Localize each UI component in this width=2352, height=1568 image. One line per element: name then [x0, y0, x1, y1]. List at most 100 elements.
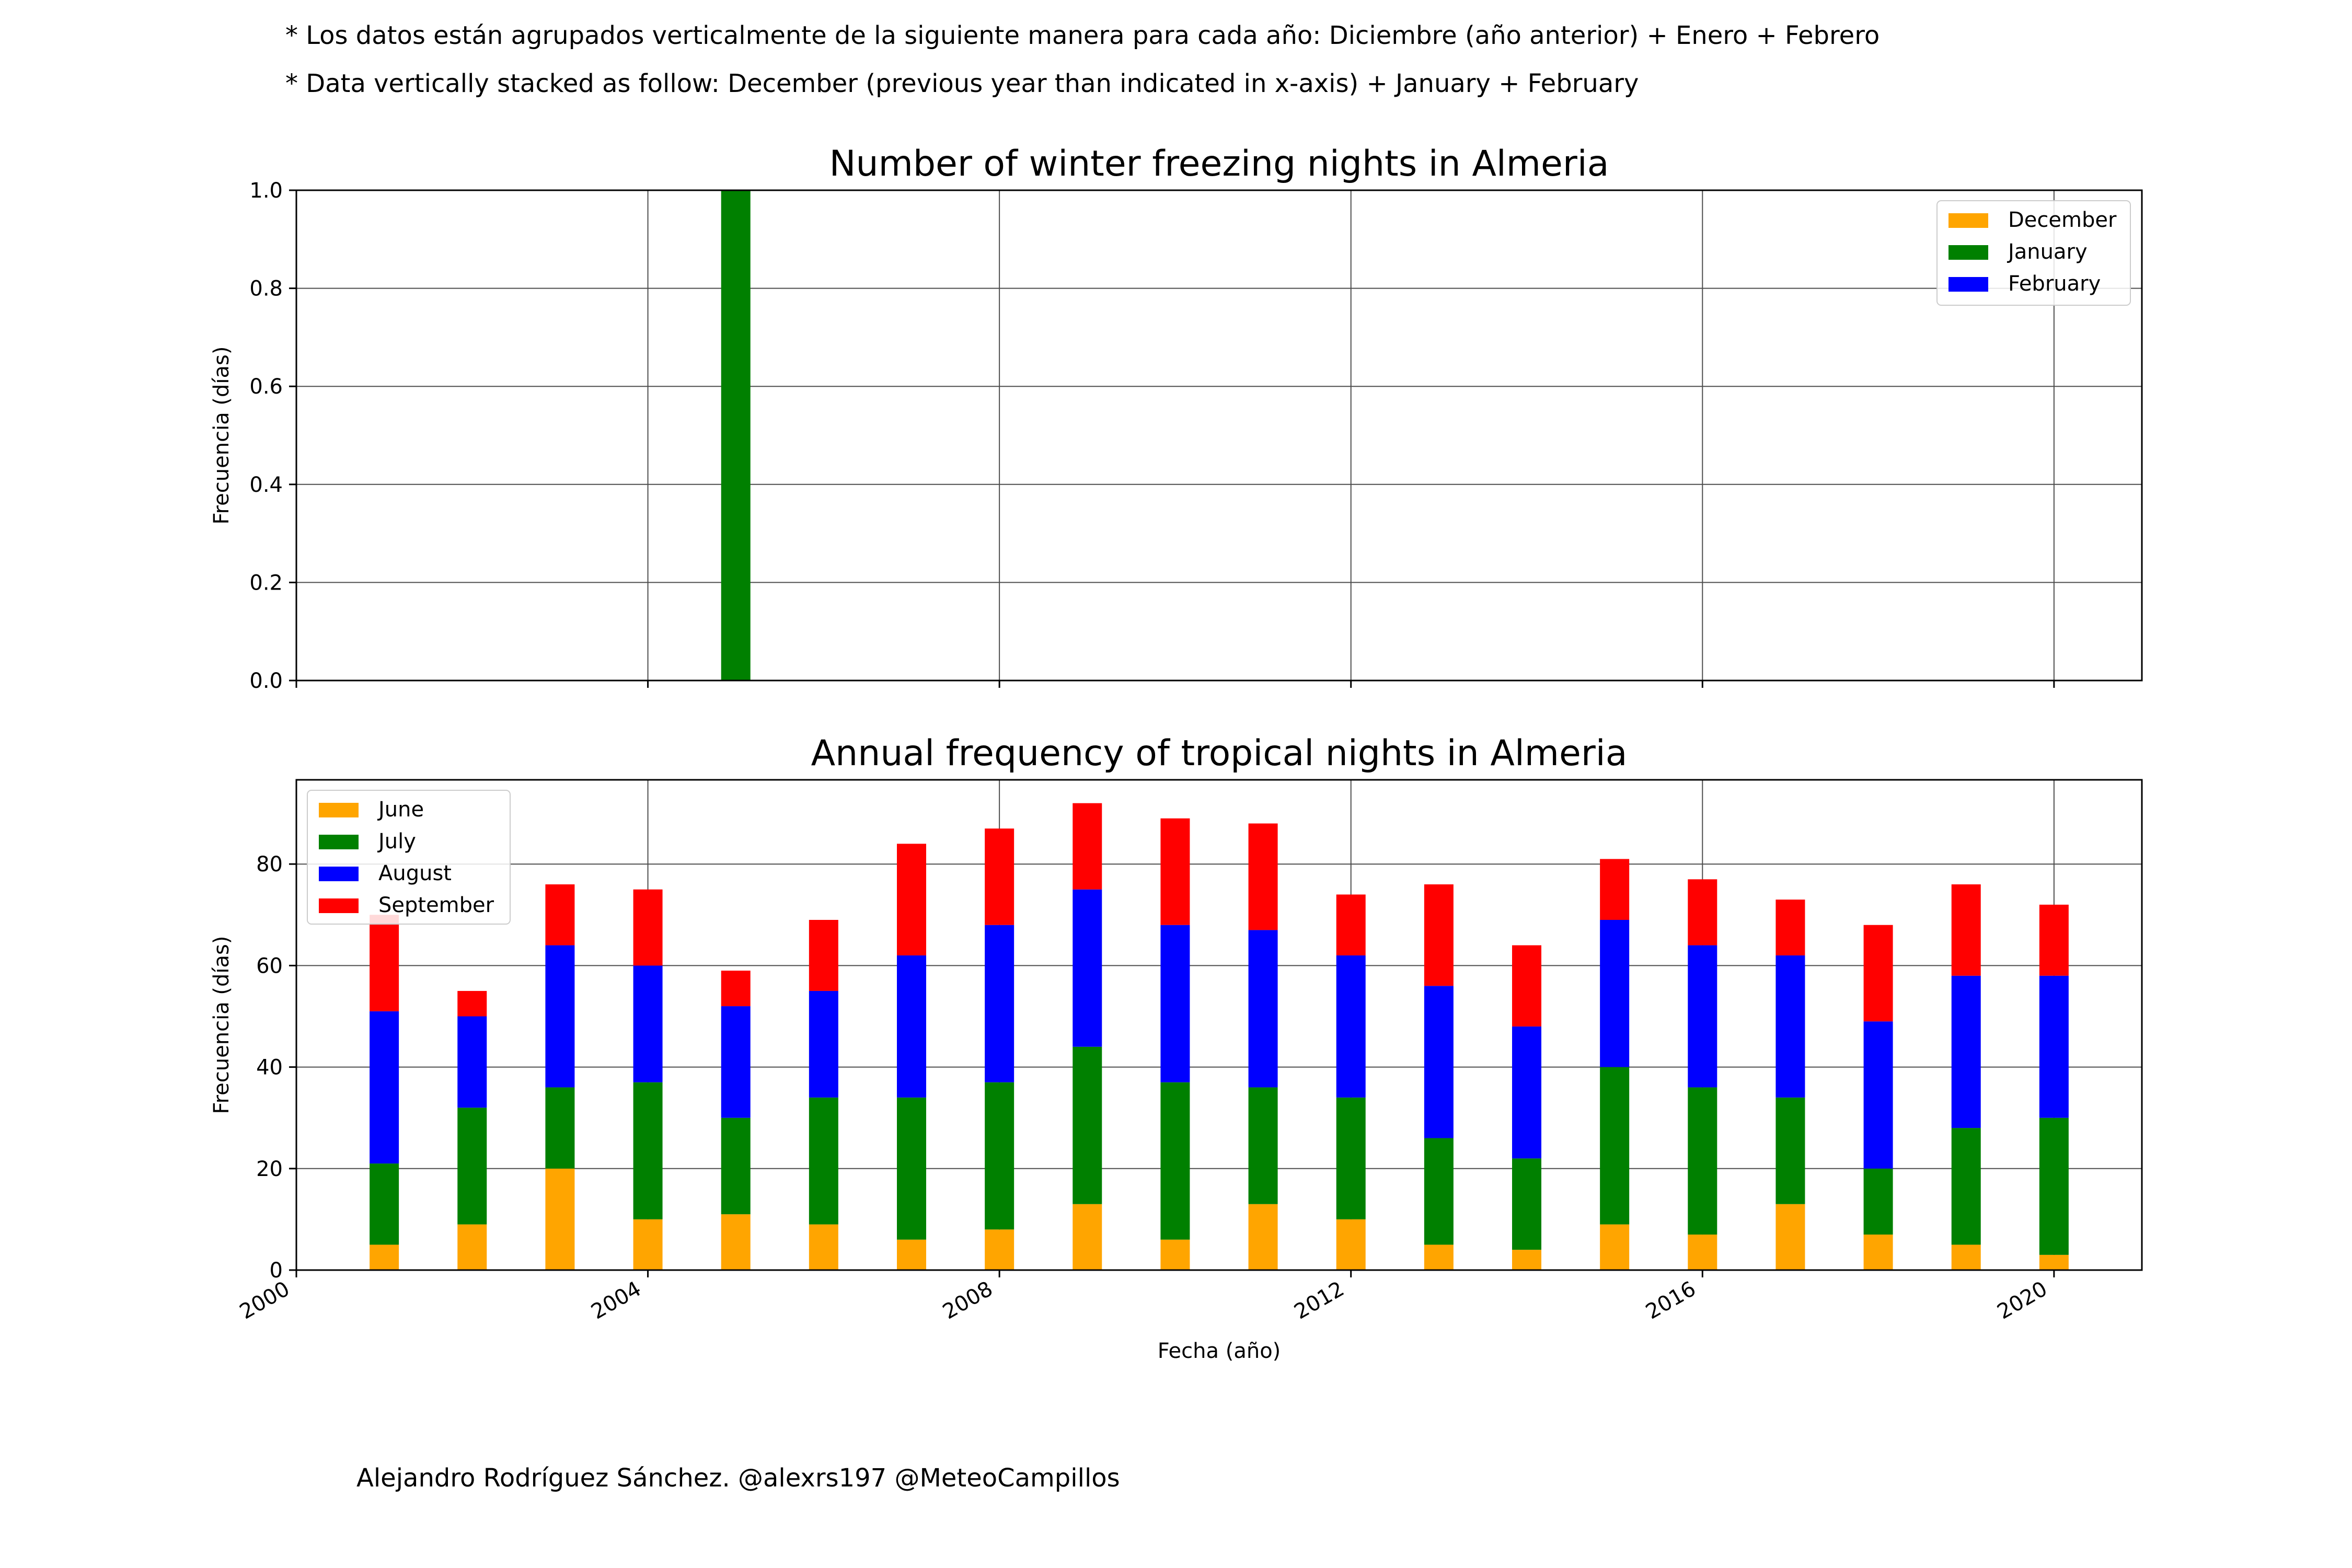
- bar-july-2007: [897, 1097, 926, 1240]
- legend-label-december: December: [2008, 208, 2117, 232]
- bar-august-2006: [809, 990, 838, 1098]
- bar-august-2010: [1160, 925, 1190, 1082]
- bar-september-2017: [1775, 900, 1805, 955]
- bar-august-2014: [1512, 1026, 1541, 1159]
- legend-swatch-january: [1949, 245, 1988, 260]
- bar-june-2010: [1160, 1239, 1190, 1270]
- legend-label-january: January: [2007, 240, 2088, 264]
- bar-june-2004: [633, 1219, 663, 1270]
- bar-august-2018: [1863, 1021, 1893, 1169]
- y-tick-label: 20: [256, 1157, 283, 1181]
- y-tick-label: 0.2: [249, 571, 283, 595]
- bar-august-2019: [1951, 975, 1981, 1128]
- bar-september-2001: [370, 915, 399, 1011]
- y-tick-label: 40: [256, 1056, 283, 1080]
- bar-august-2005: [721, 1006, 751, 1118]
- bar-july-2012: [1336, 1097, 1366, 1219]
- x-tick-label: 2008: [939, 1277, 997, 1324]
- legend-label-february: February: [2008, 272, 2101, 296]
- bar-july-2002: [457, 1108, 487, 1225]
- bar-june-2005: [721, 1214, 751, 1270]
- bar-september-2014: [1512, 945, 1541, 1027]
- bar-august-2009: [1073, 889, 1102, 1047]
- bar-july-2015: [1600, 1067, 1630, 1225]
- bar-august-2011: [1248, 930, 1278, 1088]
- bar-september-2010: [1160, 818, 1190, 925]
- bar-september-2009: [1073, 803, 1102, 890]
- plot-frame: [295, 189, 2143, 682]
- bar-august-2013: [1424, 986, 1454, 1138]
- bar-august-2016: [1688, 945, 1717, 1088]
- bar-july-2008: [985, 1082, 1014, 1230]
- bar-september-2004: [633, 889, 663, 966]
- y-tick-label: 80: [256, 852, 283, 877]
- bar-july-2014: [1512, 1158, 1541, 1250]
- y-axis-label: Frecuencia (días): [210, 936, 234, 1114]
- bar-june-2001: [370, 1244, 399, 1270]
- bar-july-2020: [2039, 1117, 2069, 1255]
- bar-september-2002: [457, 990, 487, 1017]
- bar-september-2006: [809, 920, 838, 991]
- y-tick-label: 0: [270, 1259, 283, 1283]
- y-tick-label: 0.4: [249, 473, 283, 497]
- bar-september-2012: [1336, 894, 1366, 955]
- legend-box: [307, 790, 511, 925]
- legend-swatch-september: [319, 898, 359, 913]
- legend-swatch-december: [1949, 213, 1988, 228]
- bar-july-2005: [721, 1117, 751, 1215]
- legend-label-september: September: [378, 893, 494, 917]
- bar-june-2020: [2039, 1254, 2069, 1270]
- bar-july-2004: [633, 1082, 663, 1219]
- bar-july-2003: [545, 1087, 575, 1169]
- plot-frame: [295, 779, 2143, 1271]
- bar-august-2003: [545, 945, 575, 1088]
- bar-september-2008: [985, 828, 1014, 925]
- x-tick-label: 2016: [1642, 1277, 1700, 1324]
- bar-july-2010: [1160, 1082, 1190, 1240]
- legend-swatch-june: [319, 803, 359, 817]
- y-tick-label: 1.0: [249, 179, 283, 203]
- bar-september-2003: [545, 884, 575, 946]
- x-axis-label: Fecha (año): [1158, 1339, 1281, 1363]
- legend-label-june: June: [377, 798, 424, 822]
- x-tick-label: 2020: [1993, 1277, 2051, 1324]
- legend-swatch-august: [319, 867, 359, 881]
- bar-june-2014: [1512, 1250, 1541, 1270]
- bar-june-2018: [1863, 1235, 1893, 1270]
- bar-june-2017: [1775, 1204, 1805, 1270]
- y-tick-label: 0.0: [249, 669, 283, 693]
- bar-august-2020: [2039, 975, 2069, 1118]
- bar-january-2005: [721, 190, 751, 681]
- bar-july-2009: [1073, 1046, 1102, 1204]
- bar-july-2011: [1248, 1087, 1278, 1204]
- note-spanish: * Los datos están agrupados verticalment…: [285, 21, 1880, 50]
- bar-august-2002: [457, 1016, 487, 1108]
- bar-june-2009: [1073, 1204, 1102, 1270]
- bar-august-2007: [897, 955, 926, 1098]
- bar-june-2019: [1951, 1244, 1981, 1270]
- bar-june-2002: [457, 1224, 487, 1270]
- bar-june-2012: [1336, 1219, 1366, 1270]
- bar-june-2016: [1688, 1235, 1717, 1270]
- bar-july-2017: [1775, 1097, 1805, 1204]
- bar-august-2001: [370, 1011, 399, 1164]
- note-english: * Data vertically stacked as follow: Dec…: [285, 69, 1639, 98]
- bar-july-2006: [809, 1097, 838, 1225]
- legend-swatch-february: [1949, 277, 1988, 292]
- legend-label-july: July: [377, 829, 416, 854]
- bar-september-2015: [1600, 859, 1630, 920]
- legend: June July August September: [307, 790, 511, 925]
- y-axis-label: Frecuencia (días): [210, 347, 234, 525]
- x-tick-label: 2004: [587, 1277, 645, 1324]
- bar-august-2012: [1336, 955, 1366, 1098]
- bar-august-2015: [1600, 920, 1630, 1067]
- bar-september-2018: [1863, 925, 1893, 1022]
- bar-july-2018: [1863, 1168, 1893, 1235]
- bar-september-2020: [2039, 904, 2069, 976]
- x-tick-label: 2012: [1290, 1277, 1348, 1324]
- y-tick-label: 0.8: [249, 277, 283, 301]
- y-tick-label: 60: [256, 954, 283, 978]
- bar-september-2005: [721, 971, 751, 1007]
- bar-september-2013: [1424, 884, 1454, 986]
